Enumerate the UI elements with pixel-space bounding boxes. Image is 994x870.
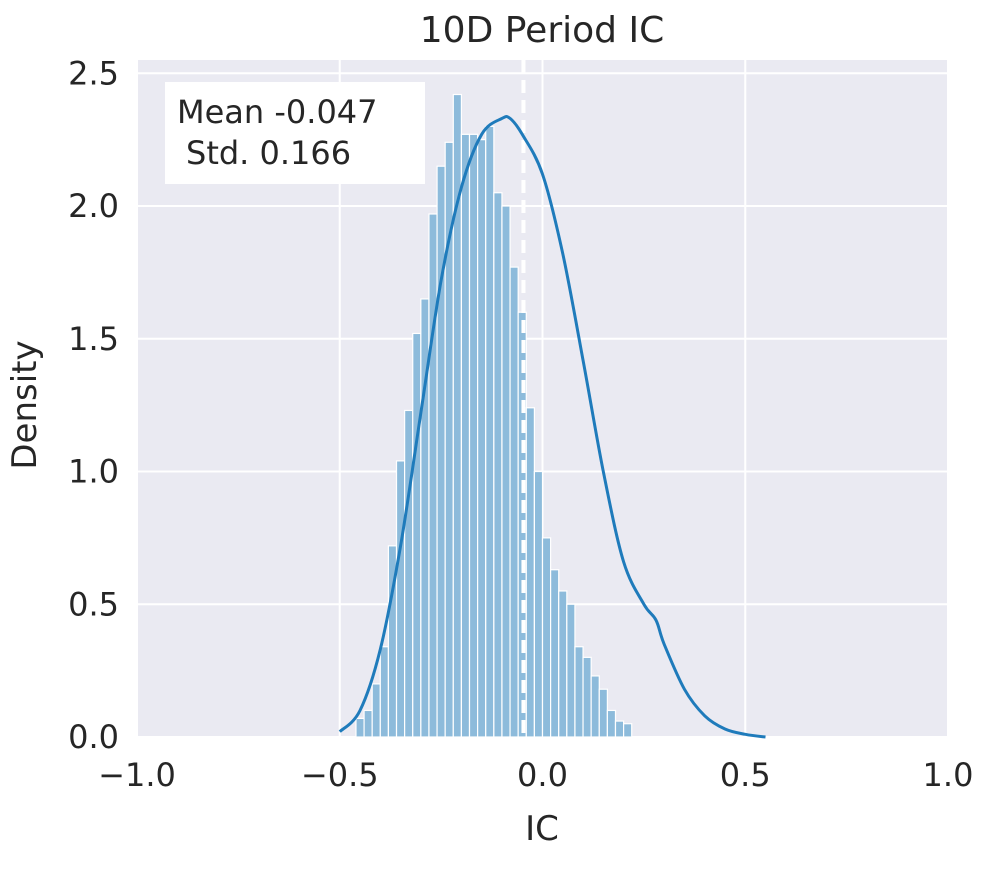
histogram-bar-9 [428,213,438,738]
y-tick-label-4: 2.0 [68,187,119,225]
histogram-bar-30 [598,688,608,738]
histogram-bar-26 [566,603,576,738]
y-tick-label-5: 2.5 [68,54,119,92]
histogram-bar-32 [614,720,625,738]
histogram-bar-22 [533,470,544,738]
x-tick-label-3: 0.5 [720,756,771,794]
histogram-bar-6 [404,409,414,738]
y-tick-label-1: 0.5 [68,585,119,623]
histogram-bar-2 [371,683,381,738]
histogram-bar-7 [412,332,422,738]
stats-annotation: Mean -0.047 Std. 0.166 [165,82,425,184]
kde-curve [338,114,766,739]
histogram-bar-13 [460,133,471,738]
chart-title: 10D Period IC [420,10,664,51]
y-tick-label-3: 1.5 [68,320,119,358]
x-axis-title: IC [525,809,559,849]
x-tick-label-1: −0.5 [301,756,379,794]
histogram-bar-15 [477,139,487,738]
stats-annotation-box [165,82,425,184]
histogram-bar-1 [363,709,373,738]
histogram-bar-28 [582,656,592,738]
histogram-bar-24 [550,569,560,738]
y-tick-label-2: 1.0 [68,453,119,491]
histogram-bar-19 [509,266,519,738]
y-tick-labels: 0.0 0.5 1.0 1.5 2.0 2.5 [68,54,119,756]
histogram-bar-21 [525,407,535,738]
histogram-bar-0 [355,717,365,738]
histogram-bar-17 [493,192,503,738]
histogram-bar-16 [485,125,495,738]
histogram-bar-14 [468,133,479,738]
histogram-bar-10 [436,165,446,738]
histogram-bar-29 [590,675,600,738]
x-tick-label-2: 0.0 [517,756,568,794]
histogram-bar-3 [379,646,390,738]
x-tick-labels: −1.0 −0.5 0.0 0.5 1.0 [98,756,973,794]
histogram-bar-27 [574,646,584,738]
x-tick-label-4: 1.0 [923,756,974,794]
mean-annotation-text: Mean -0.047 [177,93,378,131]
histogram-bar-25 [558,590,568,738]
histogram-bar-33 [622,723,633,738]
y-tick-label-0: 0.0 [68,718,119,756]
x-tick-label-0: −1.0 [98,756,176,794]
histogram-bar-5 [395,460,406,738]
std-annotation-text: Std. 0.166 [186,134,351,172]
y-axis-title: Density [5,340,45,469]
histogram-bar-18 [501,205,511,738]
histogram-bar-31 [606,709,617,738]
histogram-bar-23 [541,537,552,738]
